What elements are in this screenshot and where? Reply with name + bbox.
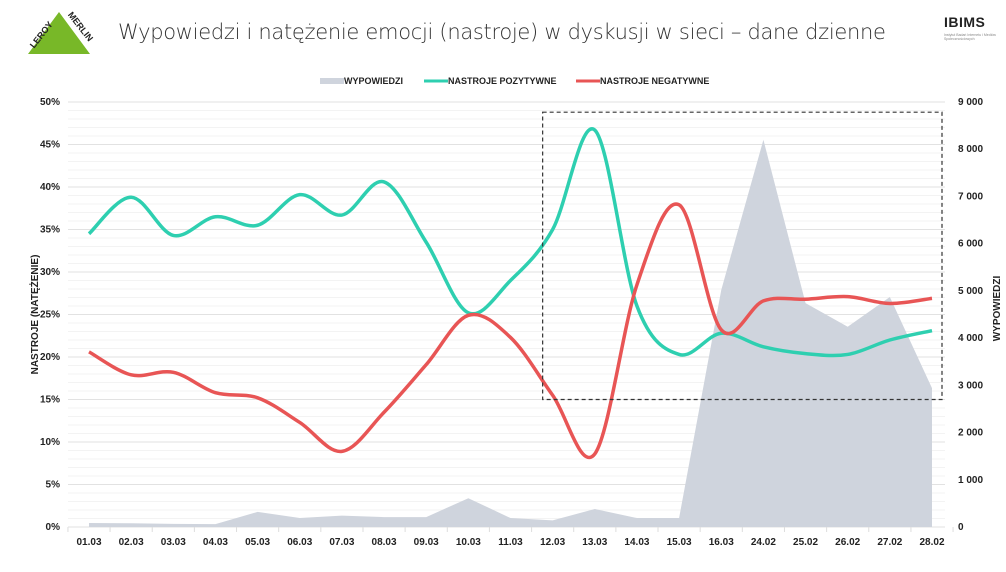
y-tick-label: 45% bbox=[40, 140, 60, 151]
leroy-merlin-logo: LEROY MERLIN bbox=[28, 10, 95, 54]
y2-tick-label: 3 000 bbox=[958, 380, 983, 391]
y2-tick-label: 2 000 bbox=[958, 428, 983, 439]
x-tick-label: 12.03 bbox=[540, 537, 565, 548]
ibims-logo-subtext: Instytut Badań Internetu i Mediów Społec… bbox=[944, 33, 996, 41]
y-tick-label: 50% bbox=[40, 97, 60, 108]
y-tick-label: 10% bbox=[40, 437, 60, 448]
y2-tick-label: 9 000 bbox=[958, 97, 983, 108]
legend-swatch bbox=[424, 79, 448, 83]
x-tick-label: 10.03 bbox=[456, 537, 481, 548]
y-tick-label: 5% bbox=[46, 480, 61, 491]
ibims-logo-text: IBIMS bbox=[944, 14, 986, 30]
x-tick-label: 14.03 bbox=[624, 537, 649, 548]
page-title: Wypowiedzi i natężenie emocji (nastroje)… bbox=[118, 20, 886, 44]
y-tick-label: 0% bbox=[46, 522, 61, 533]
x-tick-label: 01.03 bbox=[76, 537, 101, 548]
x-tick-label: 08.03 bbox=[372, 537, 397, 548]
y-tick-label: 35% bbox=[40, 225, 60, 236]
x-tick-label: 27.02 bbox=[877, 537, 902, 548]
y2-tick-label: 8 000 bbox=[958, 144, 983, 155]
legend-label: NASTROJE POZYTYWNE bbox=[448, 76, 557, 86]
x-tick-label: 06.03 bbox=[287, 537, 312, 548]
ibims-logo: IBIMS Instytut Badań Internetu i Mediów … bbox=[944, 14, 1006, 41]
line-nastroje-pozytywne bbox=[87, 127, 933, 358]
x-tick-label: 13.03 bbox=[582, 537, 607, 548]
y-tick-label: 20% bbox=[40, 352, 60, 363]
x-tick-label: 15.03 bbox=[667, 537, 692, 548]
y2-tick-label: 6 000 bbox=[958, 239, 983, 250]
y-axis-title: NASTROJE (NATĘŻENIE) bbox=[28, 255, 41, 375]
legend-swatch bbox=[576, 79, 600, 83]
y2-tick-label: 7 000 bbox=[958, 191, 983, 202]
legend-label: WYPOWIEDZI bbox=[344, 76, 403, 86]
y-tick-label: 15% bbox=[40, 395, 60, 406]
x-tick-label: 04.03 bbox=[203, 537, 228, 548]
x-tick-label: 07.03 bbox=[329, 537, 354, 548]
x-tick-label: 16.03 bbox=[709, 537, 734, 548]
x-tick-label: 11.03 bbox=[498, 537, 523, 548]
y-tick-label: 25% bbox=[40, 310, 60, 321]
x-tick-label: 26.02 bbox=[835, 537, 860, 548]
x-tick-label: 05.03 bbox=[245, 537, 270, 548]
annotation-dashed-box bbox=[542, 111, 943, 401]
x-tick-label: 02.03 bbox=[119, 537, 144, 548]
x-tick-label: 25.02 bbox=[793, 537, 818, 548]
y2-tick-label: 0 bbox=[958, 522, 964, 533]
y2-tick-label: 4 000 bbox=[958, 333, 983, 344]
legend-label: NASTROJE NEGATYWNE bbox=[600, 76, 709, 86]
x-tick-label: 28.02 bbox=[919, 537, 944, 548]
x-tick-label: 09.03 bbox=[414, 537, 439, 548]
y2-tick-label: 1 000 bbox=[958, 475, 983, 486]
y-tick-label: 40% bbox=[40, 182, 60, 193]
y2-tick-label: 5 000 bbox=[958, 286, 983, 297]
y2-axis-title: WYPOWIEDZI bbox=[992, 276, 1003, 342]
y-tick-label: 30% bbox=[40, 267, 60, 278]
area-wypowiedzi bbox=[89, 139, 932, 527]
x-tick-label: 24.02 bbox=[751, 537, 776, 548]
line-nastroje-negatywne bbox=[88, 202, 933, 459]
legend-swatch bbox=[320, 78, 344, 84]
x-tick-label: 03.03 bbox=[161, 537, 186, 548]
